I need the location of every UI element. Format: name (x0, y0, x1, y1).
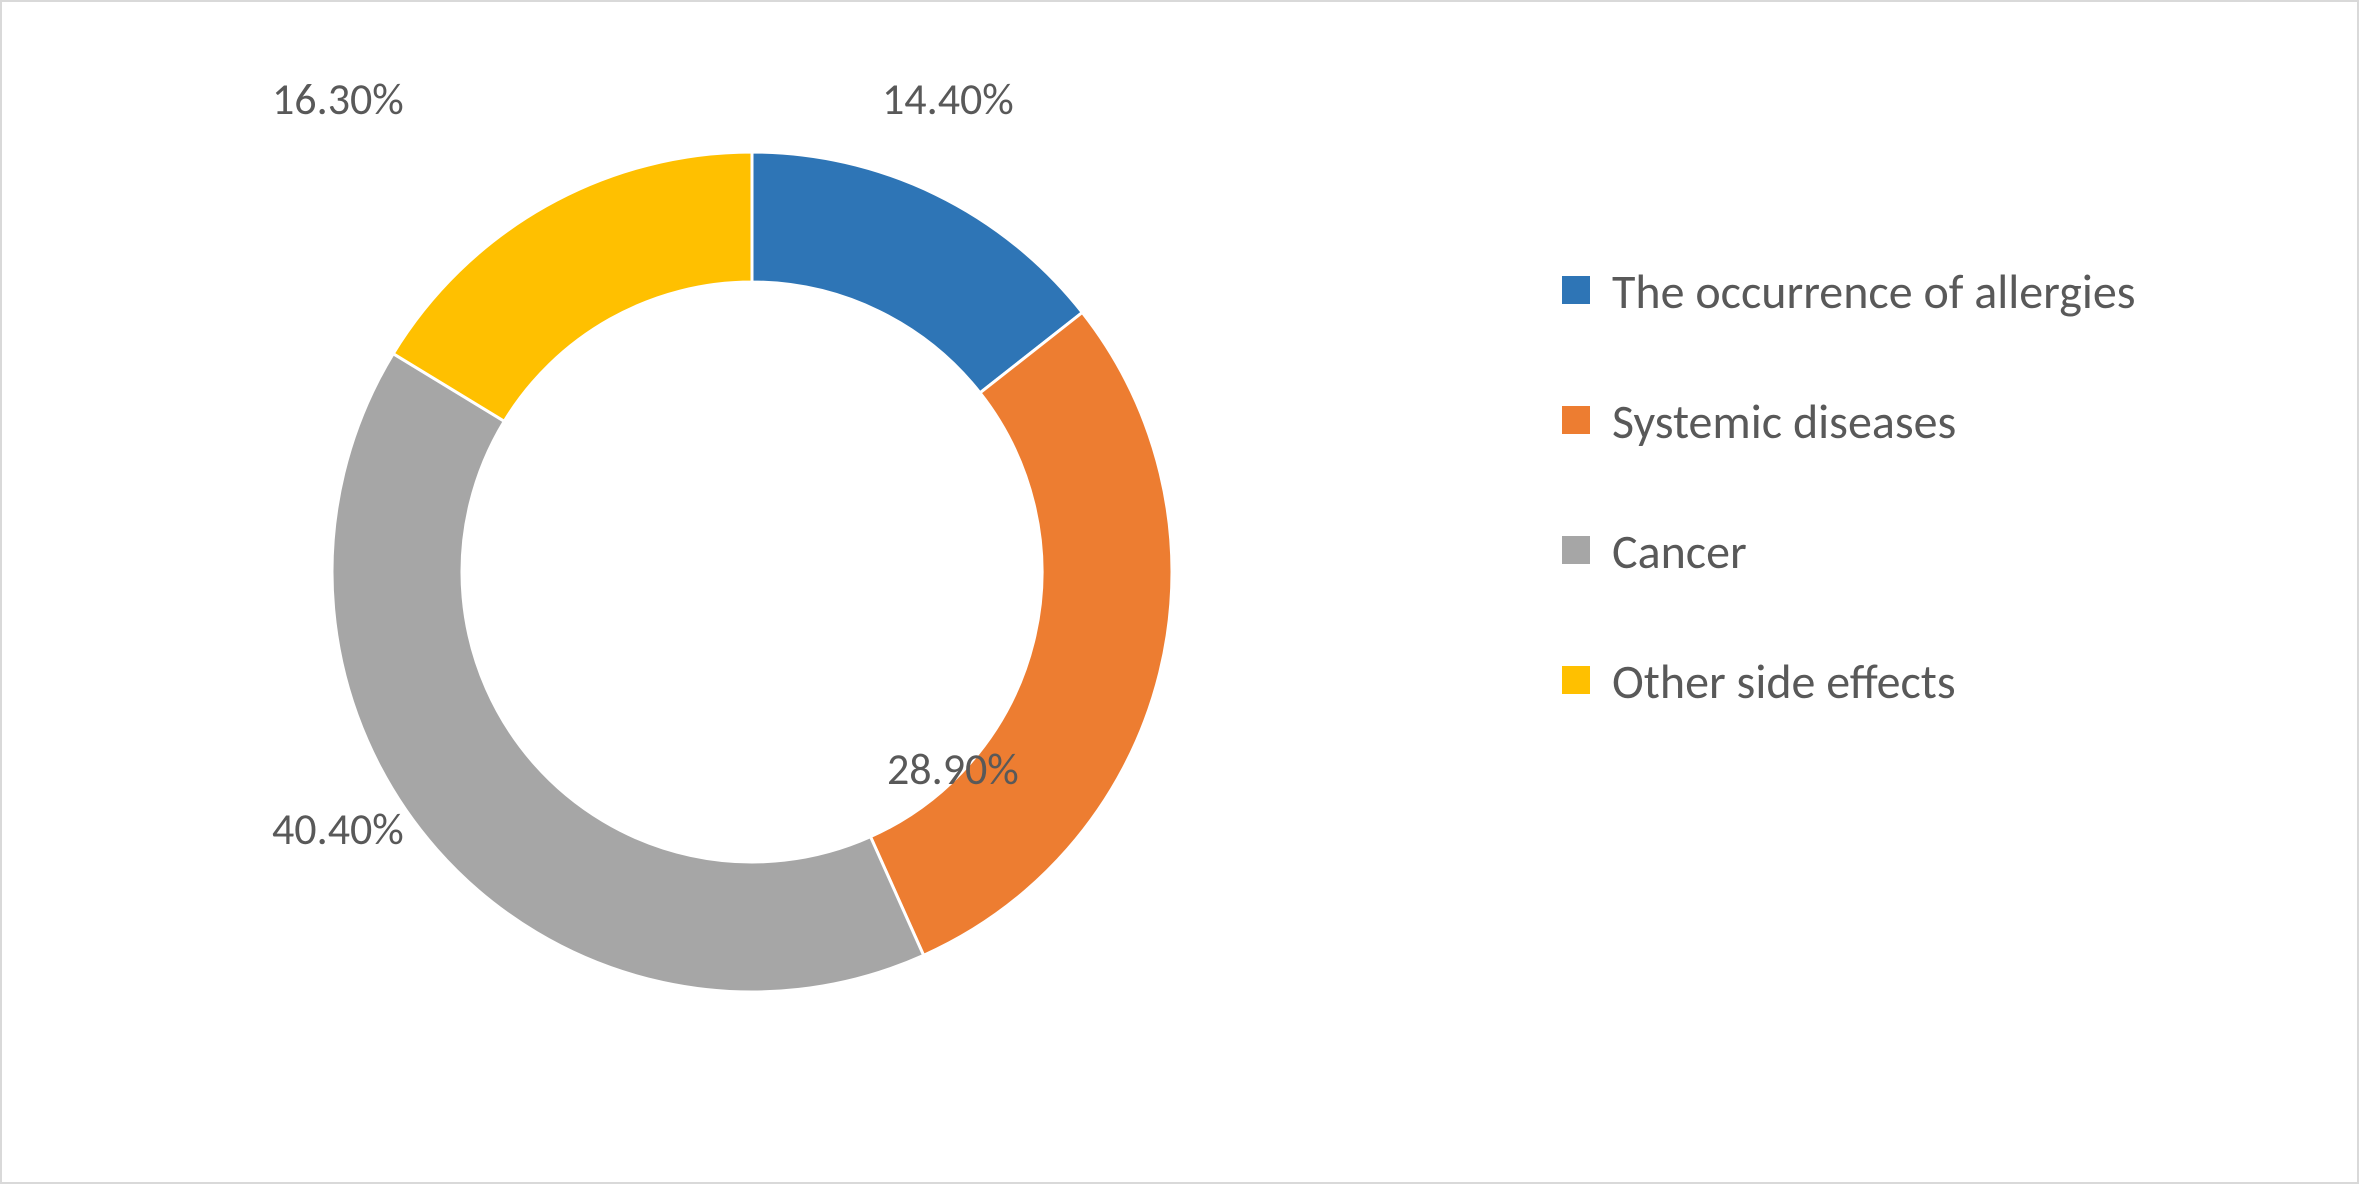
leader-line-cancer (442, 792, 522, 842)
legend: The occurrence of allergies Systemic dis… (1562, 262, 2262, 782)
donut-chart: 14.40% 28.90% 40.40% 16.30% (302, 122, 1202, 1022)
legend-item-allergies: The occurrence of allergies (1562, 262, 2262, 322)
data-label-allergies: 14.40% (882, 72, 1014, 126)
legend-item-cancer: Cancer (1562, 522, 2262, 582)
legend-swatch-cancer (1562, 536, 1590, 564)
legend-swatch-allergies (1562, 276, 1590, 304)
legend-label-systemic: Systemic diseases (1612, 392, 1956, 452)
data-label-other: 16.30% (272, 72, 404, 126)
legend-label-other: Other side effects (1612, 652, 1956, 712)
data-label-systemic: 28.90% (887, 742, 1019, 796)
legend-label-allergies: The occurrence of allergies (1612, 262, 2136, 322)
slice-cancer (332, 354, 924, 992)
legend-swatch-other (1562, 666, 1590, 694)
data-label-cancer: 40.40% (272, 802, 404, 856)
legend-item-other: Other side effects (1562, 652, 2262, 712)
legend-swatch-systemic (1562, 406, 1590, 434)
slice-systemic (871, 312, 1172, 955)
chart-frame: 14.40% 28.90% 40.40% 16.30% The occurren… (0, 0, 2359, 1184)
legend-label-cancer: Cancer (1612, 522, 1747, 582)
legend-item-systemic: Systemic diseases (1562, 392, 2262, 452)
slice-other (393, 152, 752, 421)
donut-svg (302, 122, 1202, 1022)
